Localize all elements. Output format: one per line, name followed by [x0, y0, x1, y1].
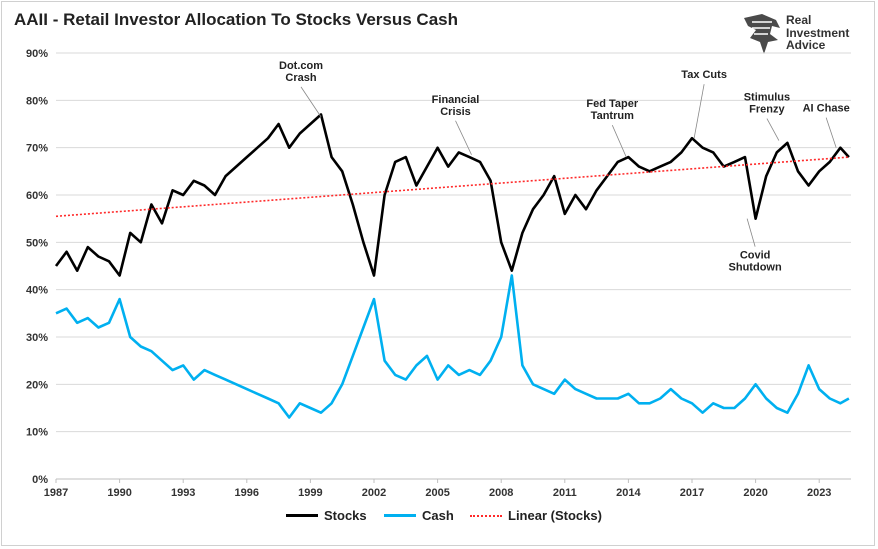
y-tick-label: 80%	[26, 95, 48, 107]
chart-title: AAII - Retail Investor Allocation To Sto…	[14, 10, 459, 29]
x-axis-ticks: 1987 1990 1993 1996 1999 2002 2005 2008 2011 2014…	[44, 479, 831, 499]
grid-lines	[56, 52, 851, 480]
annotation-leader	[693, 84, 705, 139]
y-tick-label: 20%	[26, 379, 48, 391]
legend-item-stocks: Stocks	[286, 508, 367, 523]
y-tick-label: 10%	[26, 427, 48, 439]
logo-line-2: Investment	[786, 25, 850, 40]
y-tick-label: 40%	[26, 285, 48, 297]
x-tick-label: 2011	[553, 487, 577, 499]
legend-label-trend: Linear (Stocks)	[508, 508, 602, 523]
annotation-label: Dot.com	[279, 60, 323, 72]
series-group	[54, 113, 850, 419]
legend-label-stocks: Stocks	[324, 508, 367, 523]
annotation-label: Shutdown	[729, 262, 782, 274]
annotation-label: Crash	[285, 72, 316, 84]
x-tick-label: 2020	[743, 487, 767, 499]
x-tick-label: 2023	[807, 487, 831, 499]
annotation-label: Covid	[740, 250, 771, 262]
annotation-leader	[455, 120, 472, 155]
y-tick-label: 50%	[26, 237, 48, 249]
x-tick-label: 1996	[235, 487, 259, 499]
eagle-icon	[744, 14, 780, 54]
y-tick-label: 30%	[26, 332, 48, 344]
x-tick-label: 2014	[616, 487, 641, 499]
annotation-leader	[825, 117, 837, 148]
annotation-label: Fed Taper	[586, 98, 638, 110]
x-tick-label: 2002	[362, 487, 386, 499]
trend-swatch	[470, 514, 502, 517]
annotation-leader	[300, 86, 322, 118]
annotation-label: Frenzy	[749, 104, 785, 116]
annotation-label: AI Chase	[803, 103, 850, 115]
annotation-leader	[746, 218, 756, 247]
x-tick-label: 1999	[298, 487, 322, 499]
annotation-label: Crisis	[440, 106, 471, 118]
logo-line-1: Real	[786, 13, 812, 27]
y-tick-label: 60%	[26, 190, 48, 202]
y-tick-label: 70%	[26, 143, 48, 155]
series-line-cash	[55, 274, 850, 419]
annotation-label: Tantrum	[591, 110, 634, 122]
cash-swatch	[384, 514, 416, 517]
x-tick-label: 2017	[680, 487, 704, 499]
x-tick-label: 1990	[107, 487, 131, 499]
series-line-linear-stocks	[55, 156, 849, 218]
series-line-stocks	[54, 113, 850, 277]
legend-label-cash: Cash	[422, 508, 454, 523]
annotation-leader	[766, 118, 780, 141]
x-tick-label: 1987	[44, 487, 68, 499]
stocks-swatch	[286, 514, 318, 517]
y-axis-ticks: 0% 10% 20% 30% 40% 50% 60% 70% 80% 90%	[26, 48, 48, 486]
x-tick-label: 1993	[171, 487, 195, 499]
y-tick-label: 90%	[26, 48, 48, 60]
x-tick-label: 2005	[425, 487, 449, 499]
brand-logo: Real Investment Advice	[742, 12, 862, 56]
legend-item-cash: Cash	[384, 508, 454, 523]
annotation-label: Financial	[432, 94, 480, 106]
annotation-label: Stimulus	[744, 92, 790, 104]
annotation-leader	[611, 124, 627, 158]
x-tick-label: 2008	[489, 487, 513, 499]
logo-line-3: Advice	[786, 38, 826, 52]
legend-item-trend: Linear (Stocks)	[470, 508, 602, 523]
logo-text: Real Investment Advice	[786, 14, 849, 52]
y-tick-label: 0%	[32, 474, 48, 486]
annotation-label: Tax Cuts	[681, 69, 727, 81]
legend: Stocks Cash Linear (Stocks)	[0, 508, 878, 528]
